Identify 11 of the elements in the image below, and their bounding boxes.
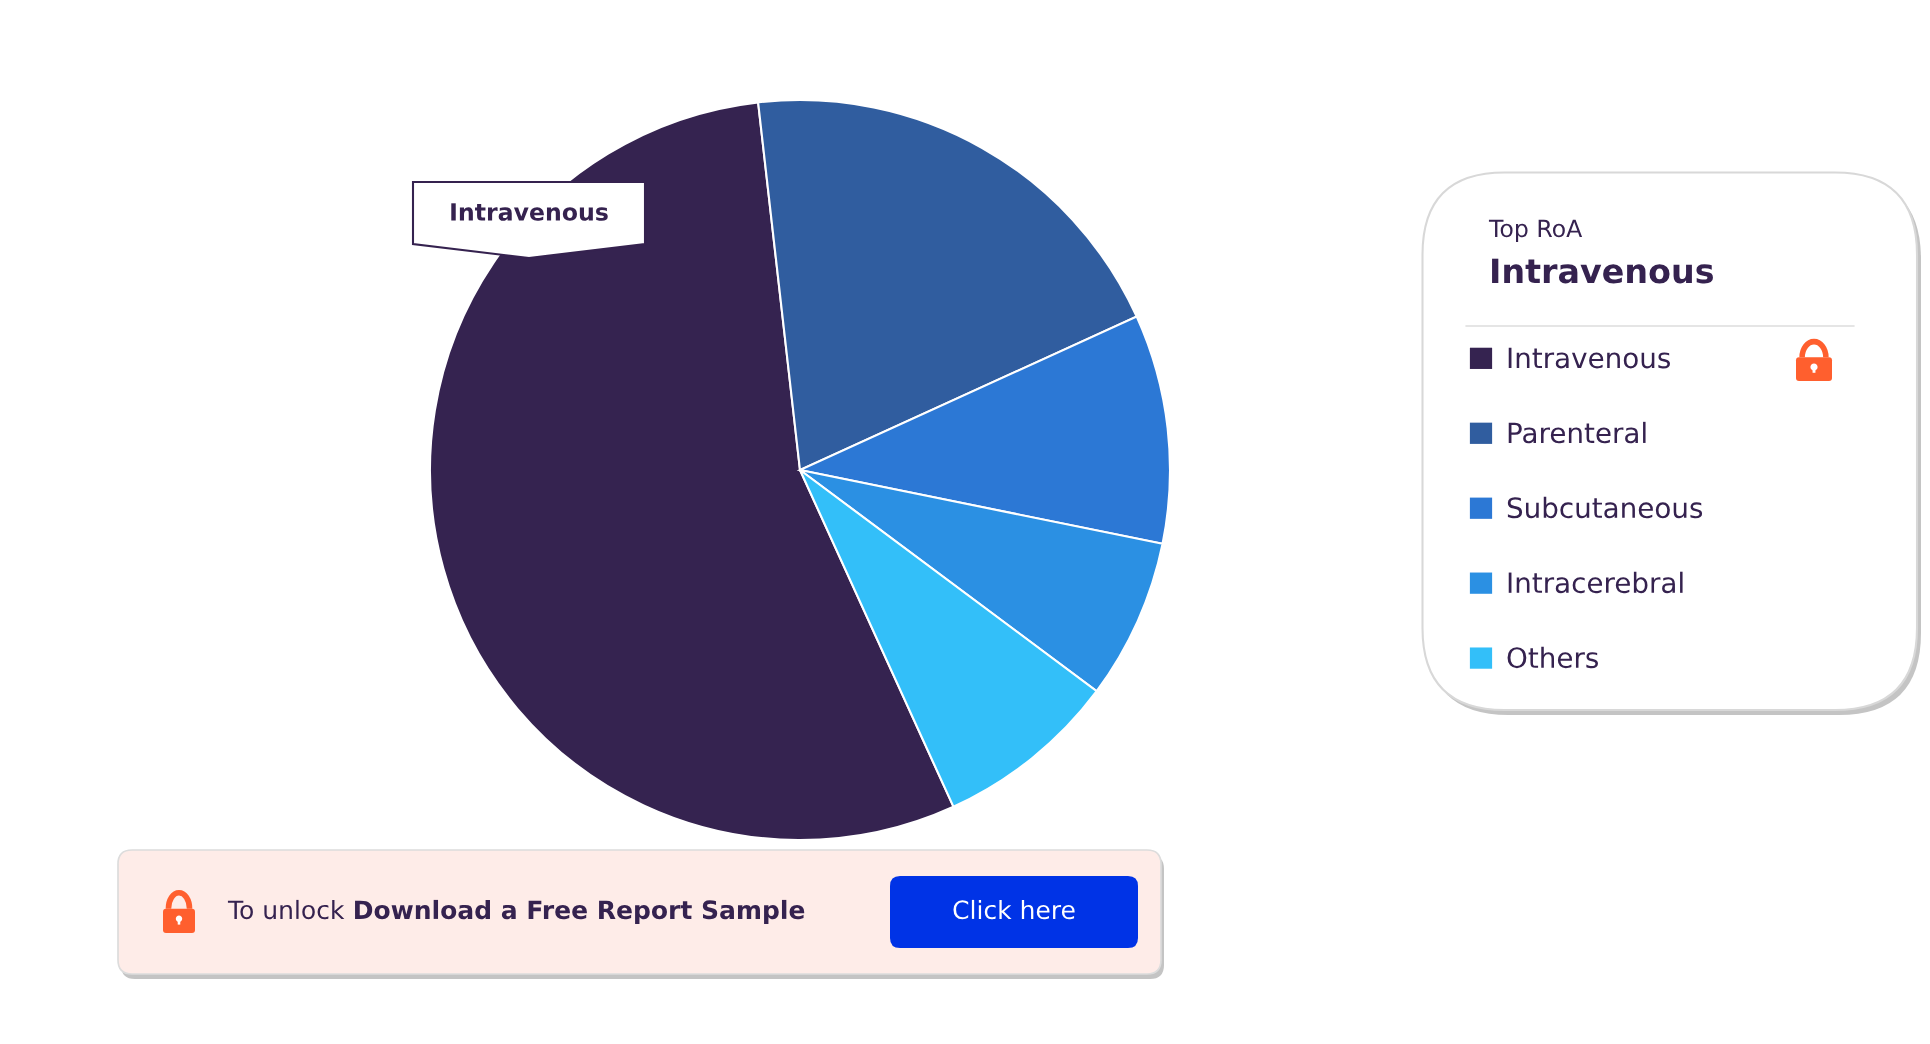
text: To unlock <box>227 899 345 920</box>
legend-label: Others <box>1507 646 1598 669</box>
legend-label: Subcutaneous <box>1507 496 1703 519</box>
legend-label: Intracerebral <box>1508 571 1683 594</box>
text: Click here <box>953 899 1075 920</box>
text: Download a Free Report Sample <box>355 899 805 925</box>
text: Intravenous <box>451 203 608 221</box>
legend-label: Intravenous <box>1508 347 1670 369</box>
legend-label: Parenteral <box>1508 421 1646 444</box>
legend-title: Top RoA <box>1488 219 1583 242</box>
text: Intravenous <box>1492 258 1713 284</box>
